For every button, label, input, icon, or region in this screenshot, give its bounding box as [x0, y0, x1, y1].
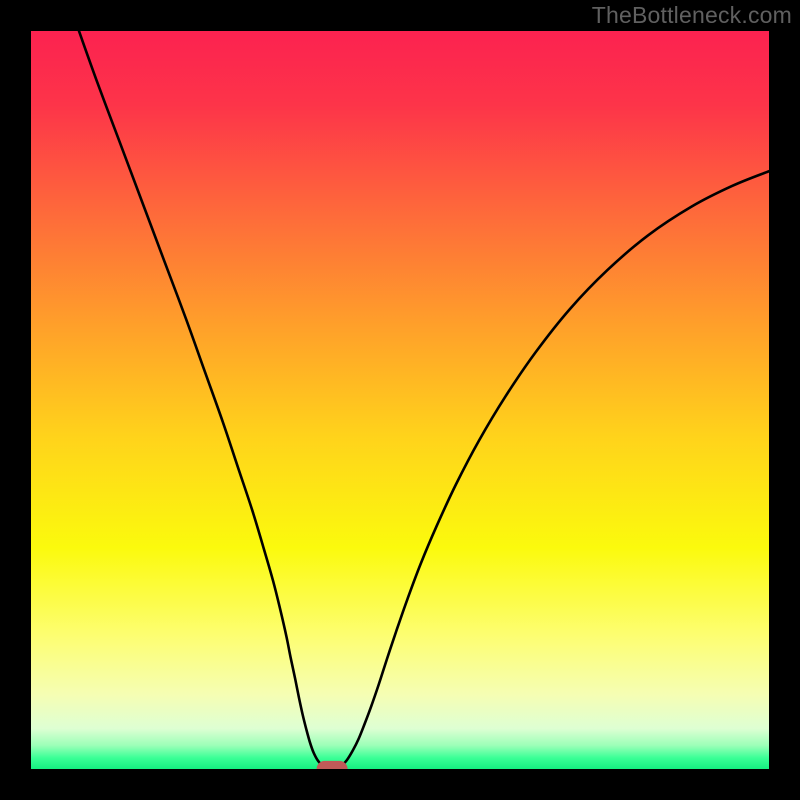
watermark-text: TheBottleneck.com [592, 2, 792, 29]
bottleneck-chart [31, 31, 769, 769]
plot-background [31, 31, 769, 769]
chart-stage: TheBottleneck.com [0, 0, 800, 800]
chart-svg [31, 31, 769, 769]
bottleneck-marker [317, 761, 348, 769]
